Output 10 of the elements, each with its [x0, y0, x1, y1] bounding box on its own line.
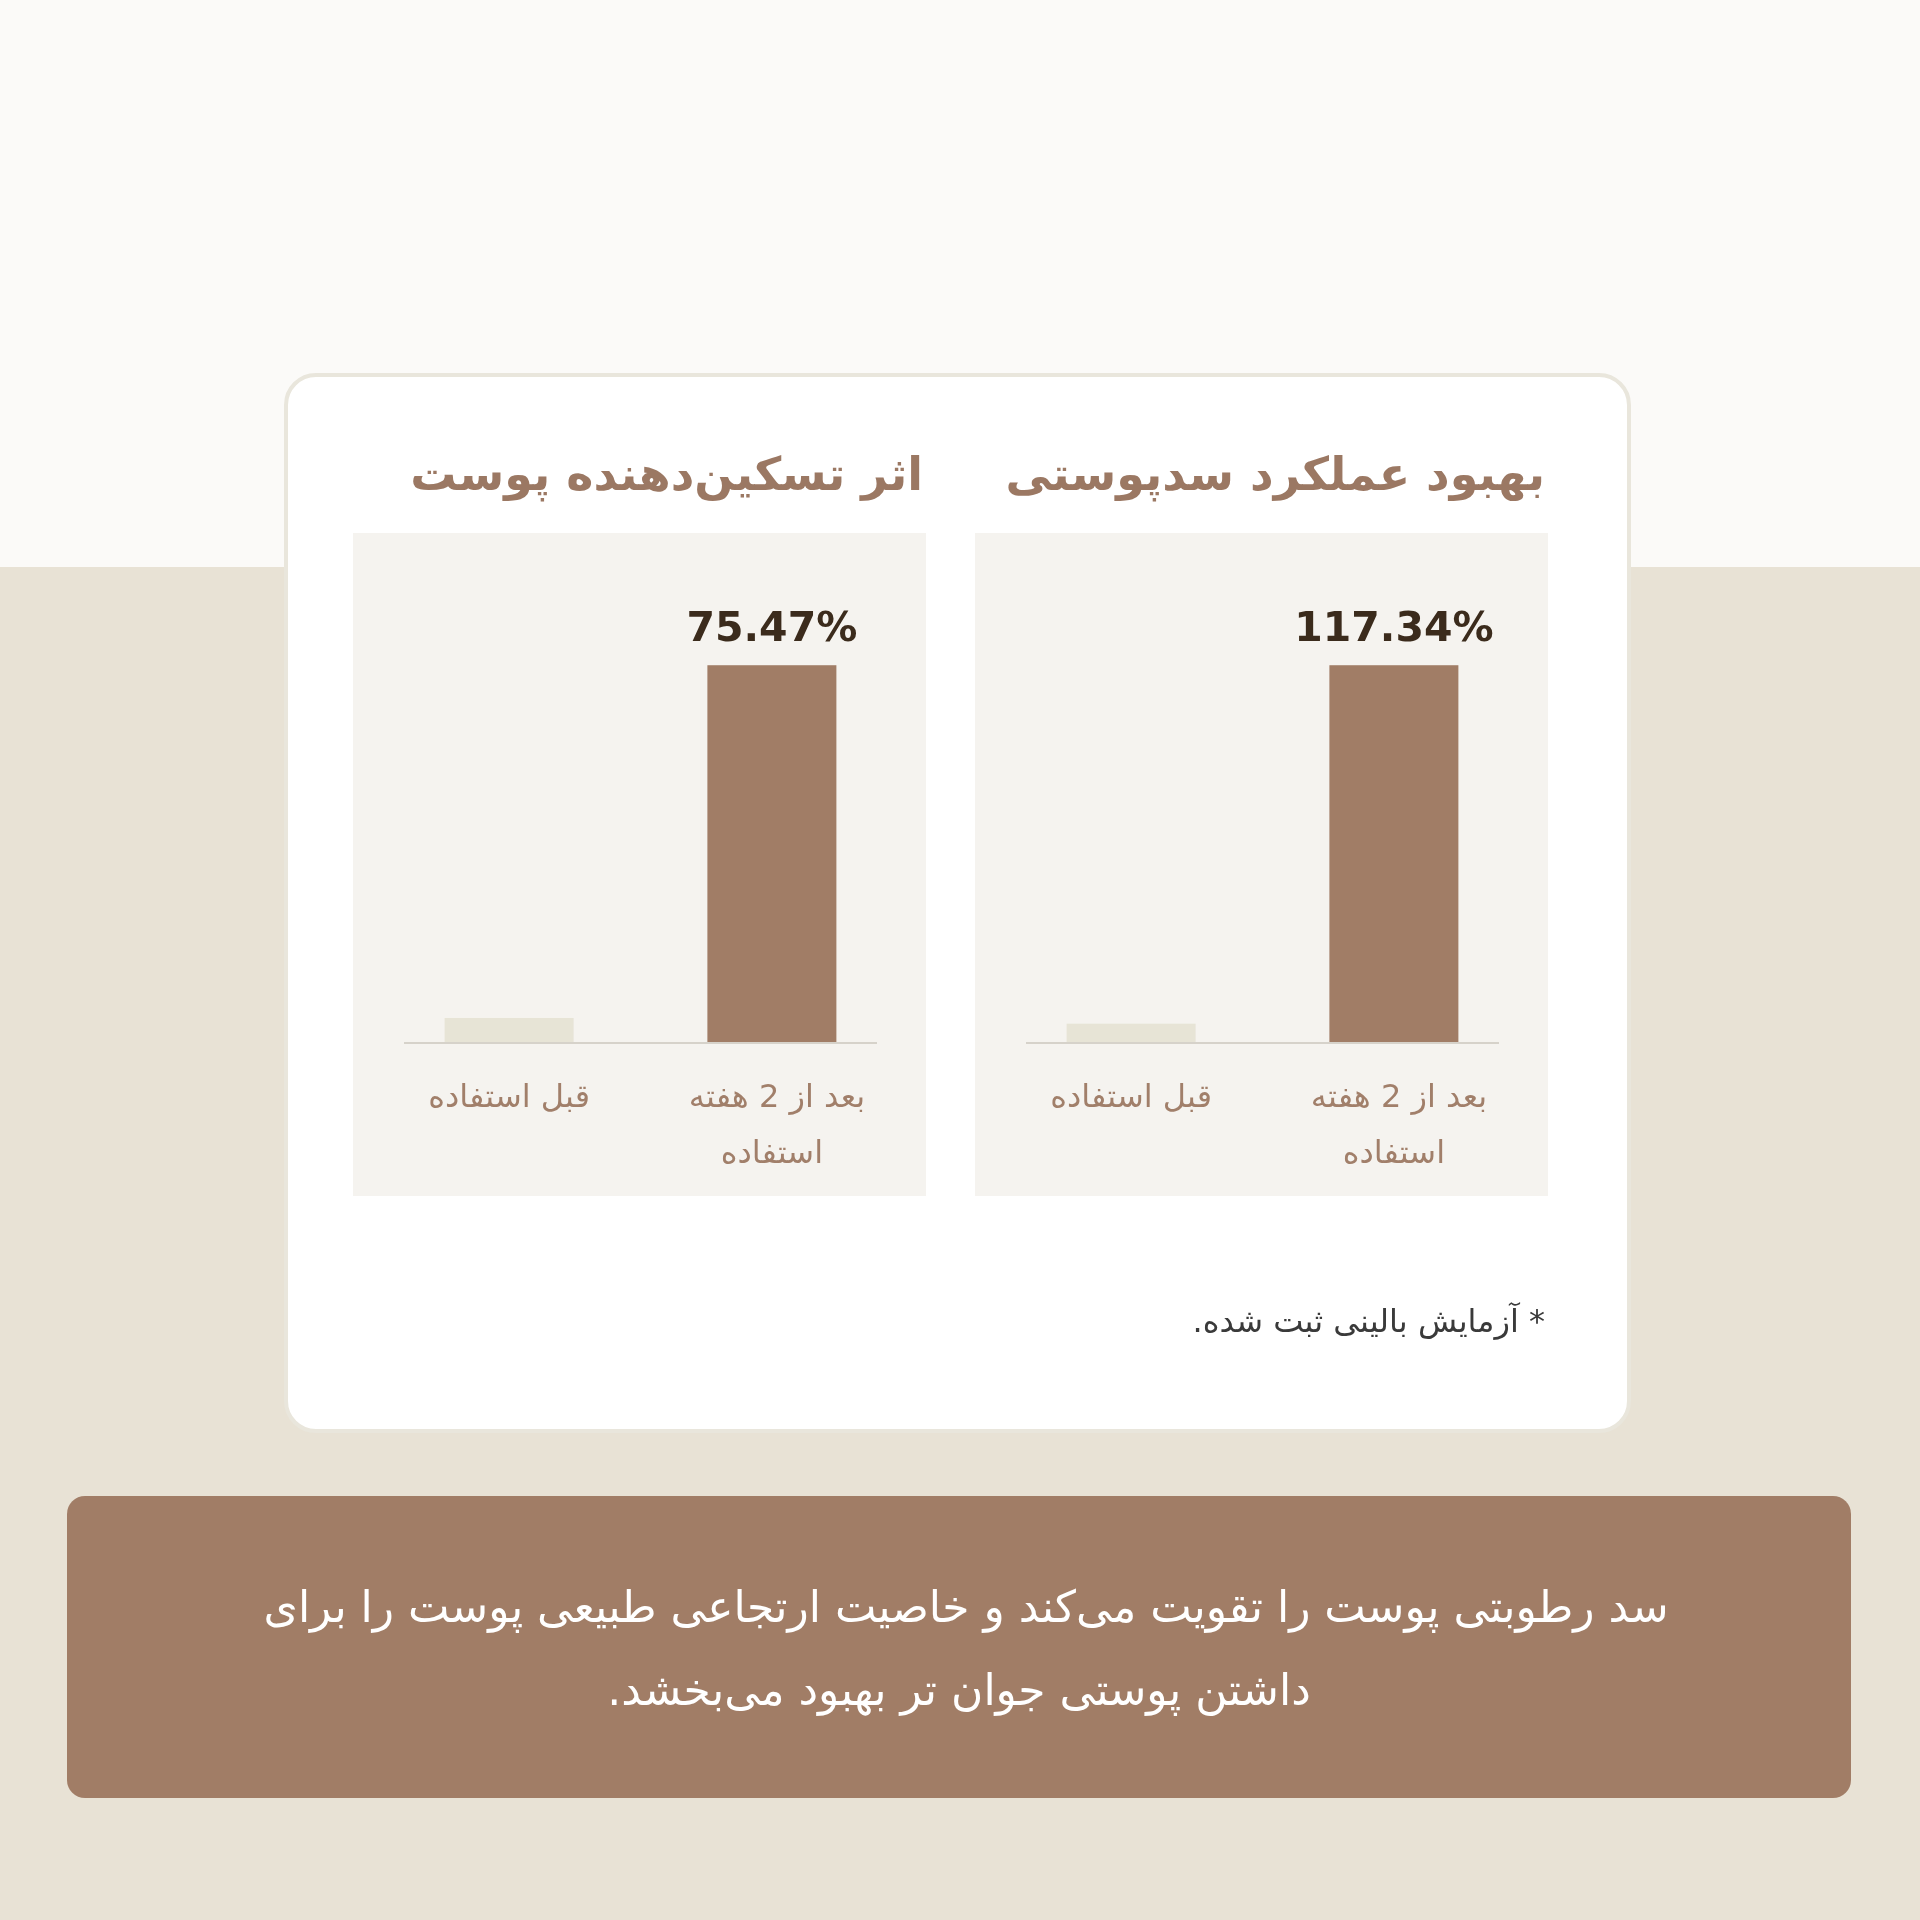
x-tick-label: قبل استفاده [428, 1077, 590, 1115]
title: اثر تسکین‌دهنده پوست [410, 447, 923, 501]
x-tick-label: بعد از 2 هفته استفاده [688, 1077, 866, 1171]
annotation: سد رطوبتی پوست را تقویت می‌کند و خاصیت ارتجاعی طبیعی پوست را برای داشتن پوستی جوان تر بهبود می‌بخشد. [263, 1580, 1669, 1715]
x-tick-label: قبل استفاده [1050, 1077, 1212, 1115]
annotation: * آزمایش بالینی ثبت شده. [1192, 1302, 1545, 1340]
x-tick-label: بعد از 2 هفته استفاده [1310, 1077, 1488, 1171]
title: بهبود عملکرد سدپوستی [1005, 447, 1545, 501]
data-label: 75.47% [686, 603, 858, 652]
data-label: 117.34% [1294, 603, 1494, 652]
